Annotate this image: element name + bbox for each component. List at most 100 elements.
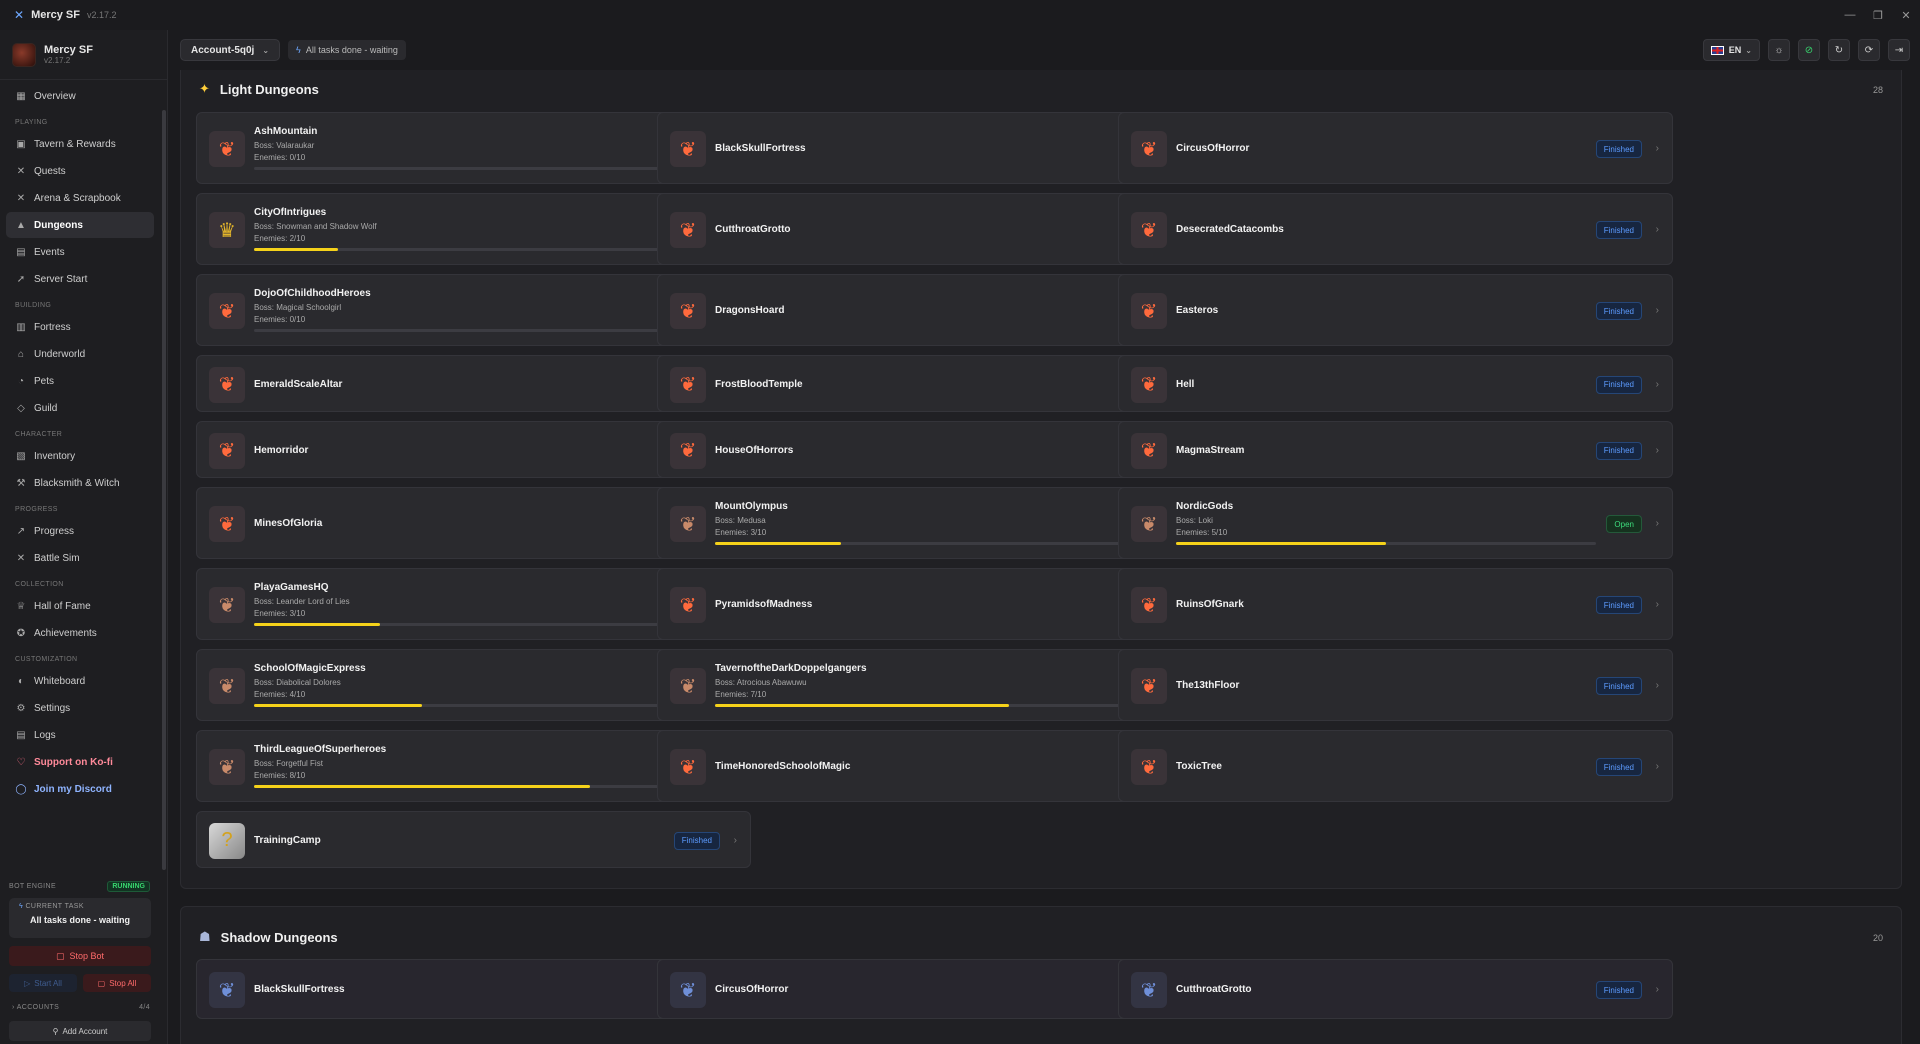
add-account-button[interactable]: ⚲ Add Account	[9, 1021, 151, 1041]
language-select[interactable]: EN ⌄	[1702, 39, 1760, 61]
sidebar-item-dungeons[interactable]: ▲ Dungeons	[6, 212, 154, 238]
ghost-icon: ☗	[199, 929, 211, 944]
enemy-progress-fill	[254, 785, 590, 788]
sidebar-item-pets[interactable]: ◔ Pets	[6, 368, 154, 394]
top-bar: Account-5q0j ⌄ ϟ All tasks done - waitin…	[168, 30, 1920, 70]
enemy-progress-bar	[254, 329, 674, 332]
dungeon-name: NordicGods	[1176, 501, 1234, 512]
sidebar-item-events[interactable]: ▤ Events	[6, 239, 154, 265]
chevron-right-icon: ›	[1655, 143, 1659, 154]
dungeon-enemies: Enemies: 0/10	[254, 153, 306, 162]
demon-wings-icon: ❦	[670, 131, 706, 167]
enemy-progress-bar	[254, 623, 674, 626]
theme-toggle-button[interactable]: ☼	[1768, 39, 1790, 61]
accounts-toggle[interactable]: › ACCOUNTS 4/4	[12, 1004, 150, 1011]
avatar	[12, 42, 36, 67]
demon-wings-icon: ❦	[670, 366, 706, 403]
sidebar-item-server-start[interactable]: ➚ Server Start	[6, 266, 154, 292]
chevron-down-icon: ⌄	[1745, 45, 1752, 55]
dungeon-card[interactable]: ❦ Hell Finished ›	[1118, 355, 1673, 412]
sidebar-item-fortress[interactable]: ▥ Fortress	[6, 314, 154, 340]
sidebar-item-label: Whiteboard	[34, 675, 86, 687]
sidebar-item-settings[interactable]: ⚙ Settings	[6, 695, 154, 721]
status-badge: Finished	[1595, 596, 1642, 614]
visibility-toggle-button[interactable]: ⊘	[1798, 39, 1820, 61]
sync-button[interactable]: ⟳	[1858, 39, 1880, 61]
dungeon-card[interactable]: ❦ Easteros Finished ›	[1118, 274, 1673, 346]
dungeon-card[interactable]: ❦ RuinsOfGnark Finished ›	[1118, 568, 1673, 640]
heart-icon: ♡	[16, 756, 26, 768]
sun-icon: ☼	[1774, 44, 1784, 56]
sidebar-item-progress[interactable]: ↗ Progress	[6, 518, 154, 544]
dungeon-card[interactable]: ❦ Boss: Loki Enemies: 5/10 NordicGods Open ›	[1118, 487, 1673, 559]
dungeon-card[interactable]: ❦ The13thFloor Finished ›	[1118, 649, 1673, 721]
start-all-button[interactable]: ▷ Start All	[9, 974, 77, 992]
demon-wings-icon: ❦	[1131, 293, 1167, 329]
arena-icon: ✕	[16, 192, 26, 204]
title-bar: ✕ Mercy SF v2.17.2 — ❐ ✕	[0, 0, 1920, 30]
sidebar-scrollbar[interactable]	[162, 110, 166, 870]
sidebar-item-label: Blacksmith & Witch	[34, 477, 120, 489]
dungeon-boss: Boss: Valaraukar	[254, 141, 315, 150]
user-plus-icon: ⚲	[52, 1026, 59, 1036]
sidebar-item-battle-sim[interactable]: ✕ Battle Sim	[6, 545, 154, 571]
account-select[interactable]: Account-5q0j ⌄	[180, 39, 281, 61]
maximize-icon[interactable]: ❐	[1873, 9, 1883, 22]
enemy-progress-fill	[715, 704, 1009, 707]
sidebar-item-quests[interactable]: ✕ Quests	[6, 158, 154, 184]
dungeon-boss: Boss: Snowman and Shadow Wolf	[254, 222, 377, 231]
dungeon-card[interactable]: ❦ CircusOfHorror Finished ›	[1118, 112, 1673, 184]
sidebar-item-support-on-ko-fi[interactable]: ♡ Support on Ko-fi	[6, 749, 154, 775]
dungeon-name: PlayaGamesHQ	[254, 582, 329, 593]
dungeon-card[interactable]: ❦ ToxicTree Finished ›	[1118, 730, 1673, 802]
close-icon[interactable]: ✕	[1901, 9, 1911, 22]
sidebar-item-achievements[interactable]: ✪ Achievements	[6, 620, 154, 646]
minimize-icon[interactable]: —	[1844, 9, 1856, 21]
dungeon-name: DesecratedCatacombs	[1176, 224, 1284, 235]
dungeon-name: FrostBloodTemple	[715, 378, 803, 390]
demon-wings-icon: ❦	[1131, 131, 1167, 167]
sidebar-item-underworld[interactable]: ⌂ Underworld	[6, 341, 154, 367]
sidebar-item-label: Underworld	[34, 348, 86, 360]
status-badge: Finished	[1595, 221, 1642, 239]
light-dungeons-count: 28	[1872, 85, 1883, 95]
nav-section-label: PROGRESS	[15, 506, 58, 513]
dungeon-card[interactable]: ❦ DesecratedCatacombs Finished ›	[1118, 193, 1673, 265]
sidebar-item-join-my-discord[interactable]: ◯ Join my Discord	[6, 776, 154, 802]
shadow-dungeons-panel: ☗ Shadow Dungeons 20 ❦ BlackSkullFortress…	[180, 906, 1902, 1044]
chevron-right-icon: ›	[1655, 984, 1659, 995]
sidebar-item-logs[interactable]: ▤ Logs	[6, 722, 154, 748]
sidebar-item-arena-scrapbook[interactable]: ✕ Arena & Scrapbook	[6, 185, 154, 211]
chevron-down-icon: ⌄	[262, 45, 270, 55]
sidebar-item-overview[interactable]: ▦ Overview	[6, 83, 154, 109]
dungeon-name: RuinsOfGnark	[1176, 599, 1244, 610]
enemy-progress-fill	[254, 248, 338, 251]
chevron-right-icon: ›	[1655, 224, 1659, 235]
sync-icon: ⟳	[1864, 44, 1874, 56]
sidebar-item-label: Inventory	[34, 450, 76, 462]
logout-button[interactable]: ⇥	[1888, 39, 1910, 61]
sidebar-item-blacksmith-witch[interactable]: ⚒ Blacksmith & Witch	[6, 470, 154, 496]
dungeon-card[interactable]: ? TrainingCamp Finished ›	[196, 811, 751, 868]
refresh-button[interactable]: ↻	[1828, 39, 1850, 61]
gear-icon: ⚙	[16, 702, 26, 714]
enemy-progress-bar	[254, 248, 674, 251]
file-icon: ▤	[16, 729, 26, 741]
sidebar-item-label: Fortress	[34, 321, 71, 333]
sidebar-item-guild[interactable]: ◇ Guild	[6, 395, 154, 421]
dungeon-enemies: Enemies: 5/10	[1176, 528, 1228, 537]
sidebar-item-hall-of-fame[interactable]: ♕ Hall of Fame	[6, 593, 154, 619]
tavern-icon: ▣	[16, 138, 26, 150]
dungeon-card[interactable]: ❦ CutthroatGrotto Finished ›	[1118, 959, 1673, 1019]
status-badge: Finished	[1595, 677, 1642, 695]
demon-wings-icon: ❦	[1131, 587, 1167, 623]
stop-all-button[interactable]: ▢ Stop All	[83, 974, 151, 992]
dungeon-enemies: Enemies: 7/10	[715, 690, 767, 699]
calendar-icon: ▤	[16, 246, 26, 258]
sidebar-item-tavern-rewards[interactable]: ▣ Tavern & Rewards	[6, 131, 154, 157]
stop-bot-button[interactable]: ▢ Stop Bot	[9, 946, 151, 966]
dungeon-card[interactable]: ❦ MagmaStream Finished ›	[1118, 421, 1673, 478]
sidebar-item-whiteboard[interactable]: ◐ Whiteboard	[6, 668, 154, 694]
dungeon-enemies: Enemies: 2/10	[254, 234, 306, 243]
sidebar-item-inventory[interactable]: ▧ Inventory	[6, 443, 154, 469]
